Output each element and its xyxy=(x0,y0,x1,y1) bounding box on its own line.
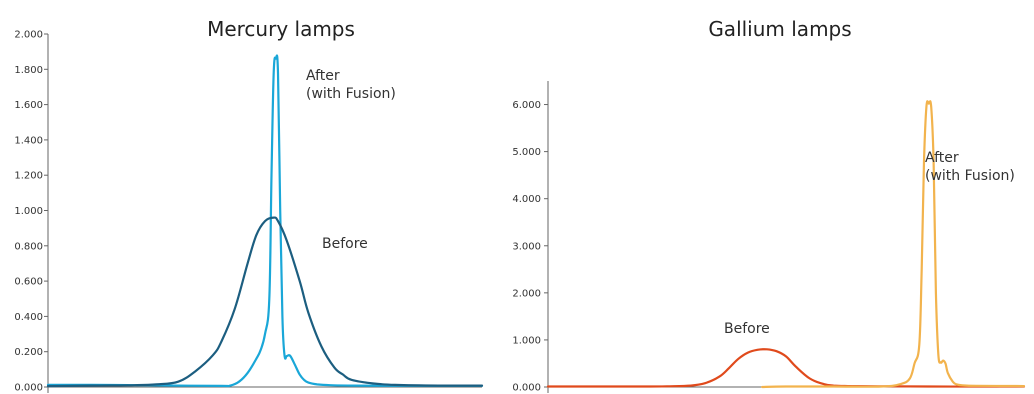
mercury-chart: Mercury lamps 0.000 0.200 0.400 0.600 0.800 1… xyxy=(14,17,484,394)
series-line-before xyxy=(46,216,484,388)
y-tick-label: 0.000 xyxy=(14,383,43,394)
series-line-after xyxy=(46,54,484,388)
y-tick-label: 1.000 xyxy=(512,335,541,346)
y-tick-label: 1.600 xyxy=(14,100,43,111)
y-tick-label: 0.000 xyxy=(512,383,541,394)
gallium-chart: Gallium lamps 0.000 1.000 2.000 3.000 4.000 5… xyxy=(512,17,1026,394)
y-tick-label: 6.000 xyxy=(512,100,541,111)
annotations: After (with Fusion) Before xyxy=(306,68,396,252)
y-tick-label: 2.000 xyxy=(14,30,43,41)
y-tick-label: 0.200 xyxy=(14,347,43,358)
series-group xyxy=(46,54,484,388)
y-ticks: 0.000 1.000 2.000 3.000 4.000 5.000 6.000 xyxy=(512,100,548,394)
axes xyxy=(547,81,1024,393)
y-tick-label: 1.000 xyxy=(14,206,43,217)
y-tick-label: 2.000 xyxy=(512,288,541,299)
annotation-before: Before xyxy=(322,236,368,252)
axes xyxy=(47,34,482,393)
y-tick-label: 0.600 xyxy=(14,277,43,288)
annotation-before: Before xyxy=(724,321,770,337)
series-group xyxy=(546,100,1026,389)
series-line-after xyxy=(761,100,1026,389)
annotation-after: After (with Fusion) xyxy=(925,150,1015,184)
y-tick-label: 0.400 xyxy=(14,312,43,323)
y-tick-label: 5.000 xyxy=(512,147,541,158)
y-tick-label: 3.000 xyxy=(512,241,541,252)
y-ticks: 0.000 0.200 0.400 0.600 0.800 1.000 1.200 1.400… xyxy=(14,30,48,394)
annotation-after: After (with Fusion) xyxy=(306,68,396,102)
chart-title: Gallium lamps xyxy=(708,17,851,41)
y-tick-label: 1.800 xyxy=(14,65,43,76)
chart-title: Mercury lamps xyxy=(207,17,355,41)
y-tick-label: 4.000 xyxy=(512,194,541,205)
y-tick-label: 1.400 xyxy=(14,135,43,146)
y-tick-label: 0.800 xyxy=(14,241,43,252)
annotations: After (with Fusion) Before xyxy=(724,150,1015,337)
y-tick-label: 1.200 xyxy=(14,171,43,182)
